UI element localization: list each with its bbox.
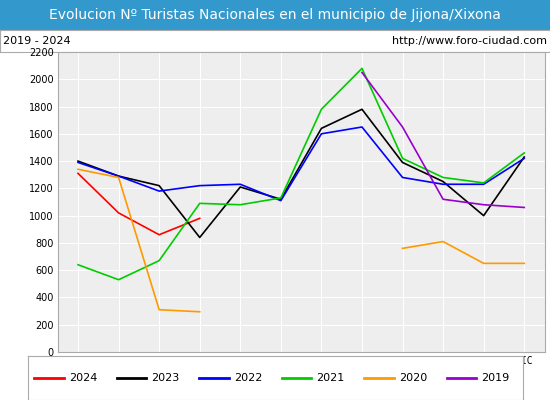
- Text: 2021: 2021: [316, 373, 344, 383]
- Text: http://www.foro-ciudad.com: http://www.foro-ciudad.com: [392, 36, 547, 46]
- Text: 2022: 2022: [234, 373, 262, 383]
- Text: 2019: 2019: [481, 373, 509, 383]
- Text: 2023: 2023: [151, 373, 179, 383]
- Text: 2020: 2020: [399, 373, 427, 383]
- Text: 2019 - 2024: 2019 - 2024: [3, 36, 70, 46]
- Text: Evolucion Nº Turistas Nacionales en el municipio de Jijona/Xixona: Evolucion Nº Turistas Nacionales en el m…: [49, 8, 501, 22]
- Text: 2024: 2024: [69, 373, 97, 383]
